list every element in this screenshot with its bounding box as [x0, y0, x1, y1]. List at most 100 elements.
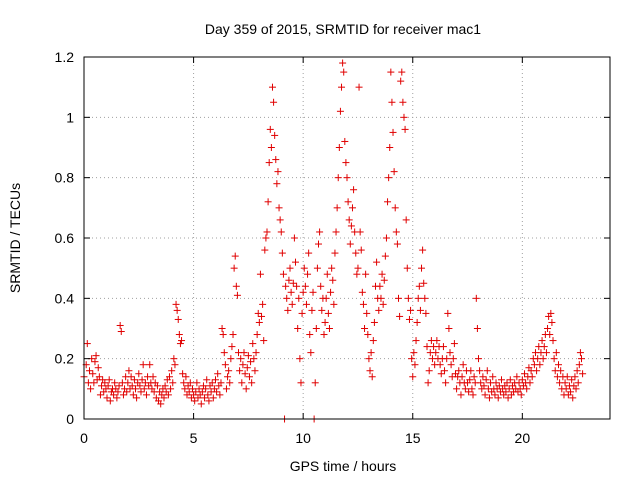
data-point	[220, 349, 228, 357]
data-point	[273, 180, 281, 188]
data-point	[221, 361, 229, 369]
data-point	[492, 379, 500, 387]
data-point	[369, 337, 377, 345]
data-point	[432, 349, 440, 357]
data-point	[410, 349, 418, 357]
chart-title: Day 359 of 2015, SRMTID for receiver mac…	[205, 21, 481, 37]
data-point	[309, 288, 317, 296]
data-points	[80, 59, 587, 423]
data-point	[242, 385, 250, 393]
data-point	[539, 355, 547, 363]
data-point	[123, 388, 131, 396]
data-point	[157, 400, 165, 408]
data-point	[367, 349, 375, 357]
data-point	[533, 367, 541, 375]
data-point	[457, 391, 465, 399]
data-point	[299, 288, 307, 296]
data-point	[170, 355, 178, 363]
data-point	[466, 376, 474, 384]
data-point	[398, 68, 406, 76]
data-point	[412, 337, 420, 345]
data-point	[422, 309, 430, 317]
data-point	[483, 367, 491, 375]
data-point	[469, 391, 477, 399]
data-point	[276, 216, 284, 224]
x-tick-label: 10	[295, 430, 311, 446]
data-point	[536, 361, 544, 369]
data-point	[250, 355, 258, 363]
data-point	[230, 264, 238, 272]
data-point	[442, 379, 450, 387]
data-point	[433, 337, 441, 345]
data-point	[224, 373, 232, 381]
data-point	[244, 352, 252, 360]
y-tick-label: 1.2	[55, 49, 75, 65]
data-point	[178, 337, 186, 345]
data-point	[87, 385, 95, 393]
data-point	[169, 379, 177, 387]
data-point	[416, 306, 424, 314]
grid-lines	[84, 57, 610, 419]
data-point	[116, 321, 124, 329]
data-point	[113, 394, 121, 402]
data-point	[354, 264, 362, 272]
data-point	[450, 340, 458, 348]
data-point	[320, 331, 328, 339]
data-point	[181, 385, 189, 393]
data-point	[332, 228, 340, 236]
data-point	[481, 391, 489, 399]
data-point	[359, 300, 367, 308]
x-tick-label: 15	[405, 430, 421, 446]
data-point	[329, 276, 337, 284]
data-point	[286, 264, 294, 272]
data-point	[472, 294, 480, 302]
data-point	[574, 379, 582, 387]
data-point	[403, 264, 411, 272]
data-point	[245, 373, 253, 381]
data-point	[549, 337, 557, 345]
y-tick-label: 0.2	[55, 351, 75, 367]
data-point	[302, 300, 310, 308]
data-point	[248, 379, 256, 387]
data-point	[153, 382, 161, 390]
data-point	[92, 352, 100, 360]
data-point	[188, 385, 196, 393]
data-point	[384, 198, 392, 206]
data-point	[137, 388, 145, 396]
data-point	[293, 282, 301, 290]
data-point	[504, 394, 512, 402]
data-point	[475, 355, 482, 363]
data-point	[213, 388, 221, 396]
data-point	[498, 376, 506, 384]
data-point	[366, 367, 374, 375]
data-point	[229, 331, 237, 339]
data-point	[377, 294, 385, 302]
data-point	[340, 68, 348, 76]
data-point	[89, 370, 97, 378]
data-point	[343, 174, 351, 182]
data-point	[142, 391, 150, 399]
data-point	[392, 228, 400, 236]
data-point	[312, 325, 320, 332]
data-point	[222, 385, 230, 393]
data-point	[103, 394, 111, 402]
data-point	[443, 355, 451, 363]
data-point	[578, 355, 586, 363]
data-point	[480, 382, 488, 390]
data-point	[264, 198, 272, 206]
data-point	[333, 204, 341, 212]
data-point	[315, 240, 323, 248]
data-point	[300, 264, 308, 272]
data-point	[294, 325, 302, 332]
data-point	[128, 382, 136, 390]
data-point	[225, 367, 233, 375]
data-point	[278, 249, 286, 257]
data-point	[90, 379, 98, 387]
data-point	[352, 249, 360, 257]
data-point	[379, 300, 387, 308]
data-point	[296, 355, 304, 363]
data-point	[133, 394, 141, 402]
data-point	[104, 382, 112, 390]
data-point	[193, 379, 201, 387]
data-point	[467, 367, 475, 375]
